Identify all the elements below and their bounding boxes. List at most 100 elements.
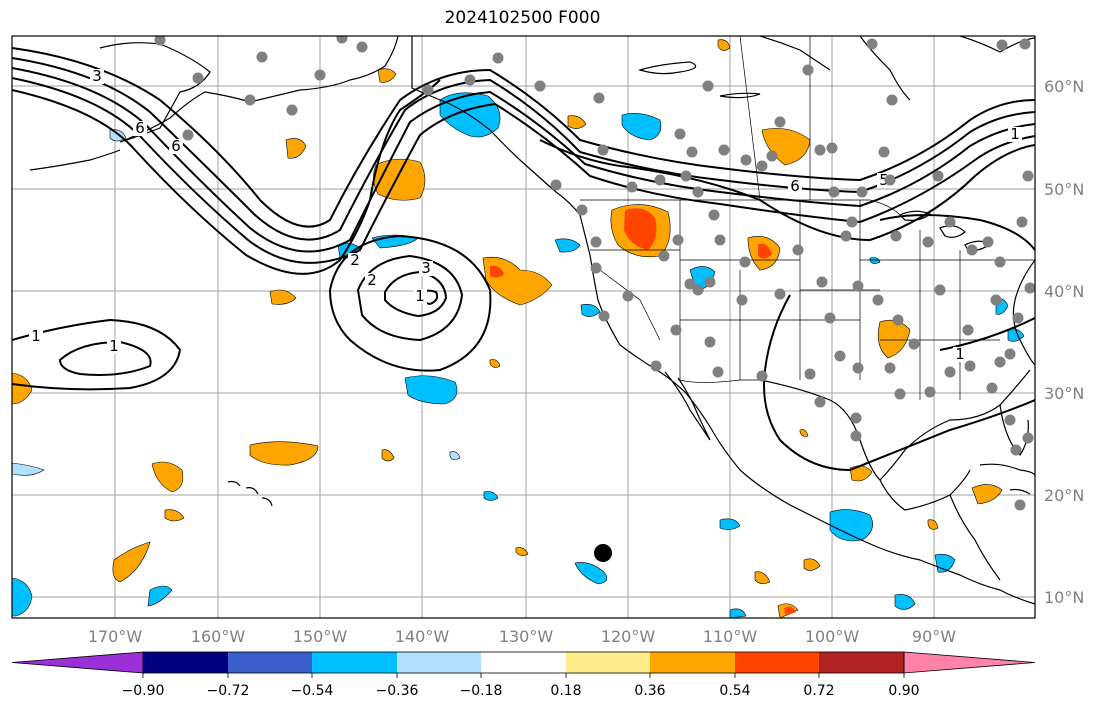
colorbar-segment bbox=[650, 652, 735, 673]
station-dot bbox=[736, 294, 748, 306]
colorbar-tick-labels: −0.90 −0.72 −0.54 −0.36 −0.18 0.18 0.36 0.54 0.7… bbox=[122, 673, 920, 699]
station-dot bbox=[922, 236, 934, 248]
colorbar-segment bbox=[397, 652, 481, 673]
contour-label: 6 bbox=[171, 137, 181, 155]
station-dot bbox=[680, 170, 692, 182]
longitude-labels: 170°W 160°W 150°W 140°W 130°W 120°W 110°W 100°W… bbox=[88, 627, 956, 646]
station-dot bbox=[852, 280, 864, 292]
colorbar-tick-label: −0.72 bbox=[207, 683, 250, 699]
colorbar-tick-label: 0.90 bbox=[888, 683, 919, 699]
contour-label-bg bbox=[169, 139, 183, 154]
colorbar-segment bbox=[228, 652, 312, 673]
negative-anomaly-areas bbox=[12, 92, 1025, 618]
colorbar-tick-label: 0.36 bbox=[634, 683, 665, 699]
station-dot bbox=[878, 146, 890, 158]
contour-label: 1 bbox=[31, 327, 41, 345]
station-dot bbox=[1012, 312, 1024, 324]
station-dot bbox=[994, 256, 1006, 268]
station-dot bbox=[718, 144, 730, 156]
station-dot bbox=[256, 51, 268, 63]
station-dot bbox=[846, 216, 858, 228]
station-dot bbox=[1004, 348, 1016, 360]
station-dot bbox=[774, 116, 786, 128]
station-dot bbox=[286, 104, 298, 116]
colorbar-tick-label: −0.18 bbox=[460, 683, 503, 699]
contour-label: 6 bbox=[790, 177, 800, 195]
station-dot bbox=[890, 230, 902, 242]
lat-label: 30°N bbox=[1044, 384, 1084, 403]
contour-label-bg bbox=[953, 347, 967, 362]
station-dot bbox=[856, 186, 868, 198]
colorbar-segment bbox=[143, 652, 228, 673]
contour-label-bg bbox=[365, 273, 379, 288]
station-dot bbox=[702, 80, 714, 92]
map-title: 2024102500 F000 bbox=[444, 8, 601, 28]
contour-label: 2 bbox=[367, 271, 377, 289]
contour-label: 6 bbox=[135, 119, 145, 137]
lon-label: 110°W bbox=[703, 627, 758, 646]
station-dot bbox=[894, 388, 906, 400]
colorbar-extend-high bbox=[903, 651, 1036, 674]
station-dot bbox=[650, 360, 662, 372]
station-dot bbox=[826, 142, 838, 154]
lon-label: 160°W bbox=[191, 627, 246, 646]
station-dot bbox=[824, 312, 836, 324]
station-dot bbox=[924, 386, 936, 398]
station-dot bbox=[708, 209, 720, 221]
station-dot bbox=[828, 186, 840, 198]
colorbar bbox=[11, 651, 1036, 674]
station-dot bbox=[686, 146, 698, 158]
station-dot bbox=[590, 236, 602, 248]
station-dot bbox=[739, 256, 751, 268]
strong-positive-areas bbox=[490, 208, 796, 616]
colorbar-segment bbox=[312, 652, 397, 673]
station-dot bbox=[740, 154, 752, 166]
contour-label: 3 bbox=[421, 259, 431, 277]
contour-label-bg bbox=[29, 329, 43, 344]
station-dot bbox=[996, 39, 1008, 51]
station-dot bbox=[774, 288, 786, 300]
lon-label: 170°W bbox=[88, 627, 143, 646]
colorbar-tick-label: 0.54 bbox=[719, 683, 750, 699]
contour-label-bg bbox=[133, 121, 147, 136]
station-dot bbox=[756, 160, 768, 172]
station-dot bbox=[932, 170, 944, 182]
contour-label: 1 bbox=[109, 337, 119, 355]
contour-label-bg bbox=[107, 339, 121, 354]
colorbar-tick-label: −0.90 bbox=[122, 683, 165, 699]
station-dot bbox=[934, 284, 946, 296]
station-dot bbox=[852, 362, 864, 374]
colorbar-segment bbox=[566, 652, 650, 673]
station-dot bbox=[576, 204, 588, 216]
station-dot bbox=[814, 144, 826, 156]
station-dot bbox=[986, 382, 998, 394]
station-dot bbox=[908, 338, 920, 350]
hurricane-marker bbox=[594, 544, 612, 562]
station-dot bbox=[154, 36, 166, 46]
station-dot bbox=[814, 396, 826, 408]
station-dot bbox=[593, 92, 605, 104]
station-dot bbox=[850, 412, 862, 424]
contour-label-bg bbox=[348, 253, 362, 268]
station-dot bbox=[712, 366, 724, 378]
colorbar-segment bbox=[735, 652, 819, 673]
colorbar-outline bbox=[142, 651, 905, 674]
colorbar-extend-low bbox=[11, 651, 144, 674]
station-dot bbox=[892, 314, 904, 326]
station-dot bbox=[766, 150, 778, 162]
station-dot bbox=[692, 186, 704, 198]
lon-label: 100°W bbox=[805, 627, 860, 646]
station-dot bbox=[670, 324, 682, 336]
station-dot bbox=[192, 72, 204, 84]
station-dot bbox=[336, 36, 348, 44]
lon-label: 120°W bbox=[601, 627, 656, 646]
station-dot bbox=[492, 52, 504, 64]
contour-label-bg bbox=[1008, 127, 1022, 142]
contour-label: 2 bbox=[350, 251, 360, 269]
contour-label-bg bbox=[419, 261, 433, 276]
station-dot bbox=[1019, 38, 1031, 50]
station-dot bbox=[792, 244, 804, 256]
station-dot bbox=[1022, 432, 1034, 444]
station-dot bbox=[704, 276, 716, 288]
